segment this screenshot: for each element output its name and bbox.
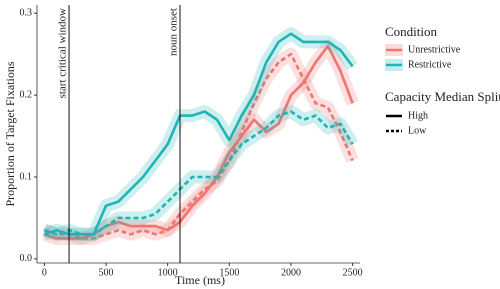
x-tick-label: 1000 xyxy=(158,267,178,278)
marker-label: start critical window xyxy=(57,8,69,98)
ribbon xyxy=(42,105,359,241)
y-tick-label: 0.2 xyxy=(20,89,33,100)
series-line xyxy=(43,52,354,240)
legend-label: Restrictive xyxy=(408,59,452,70)
y-tick-label: 0.3 xyxy=(20,7,33,18)
series-line xyxy=(43,110,354,236)
series-line xyxy=(43,44,354,240)
x-tick-label: 1500 xyxy=(219,267,239,278)
y-tick-label: 0.0 xyxy=(20,253,33,264)
x-tick-label: 2500 xyxy=(343,267,363,278)
legend-title: Capacity Median Split xyxy=(385,89,500,104)
x-tick-label: 0 xyxy=(42,267,47,278)
ribbon xyxy=(42,47,359,245)
legend-label: High xyxy=(408,110,428,121)
legend-label: Low xyxy=(408,125,427,136)
y-tick-label: 0.1 xyxy=(20,171,33,182)
marker-label: noun onset xyxy=(168,8,180,56)
legend-label: Unrestrictive xyxy=(408,44,461,55)
x-axis-label: Time (ms) xyxy=(175,273,225,287)
legend-title: Condition xyxy=(385,24,438,39)
y-axis-label: Proportion of Target Fixations xyxy=(3,61,17,206)
x-tick-label: 2000 xyxy=(281,267,301,278)
series-line xyxy=(43,32,354,236)
x-tick-label: 500 xyxy=(99,267,114,278)
